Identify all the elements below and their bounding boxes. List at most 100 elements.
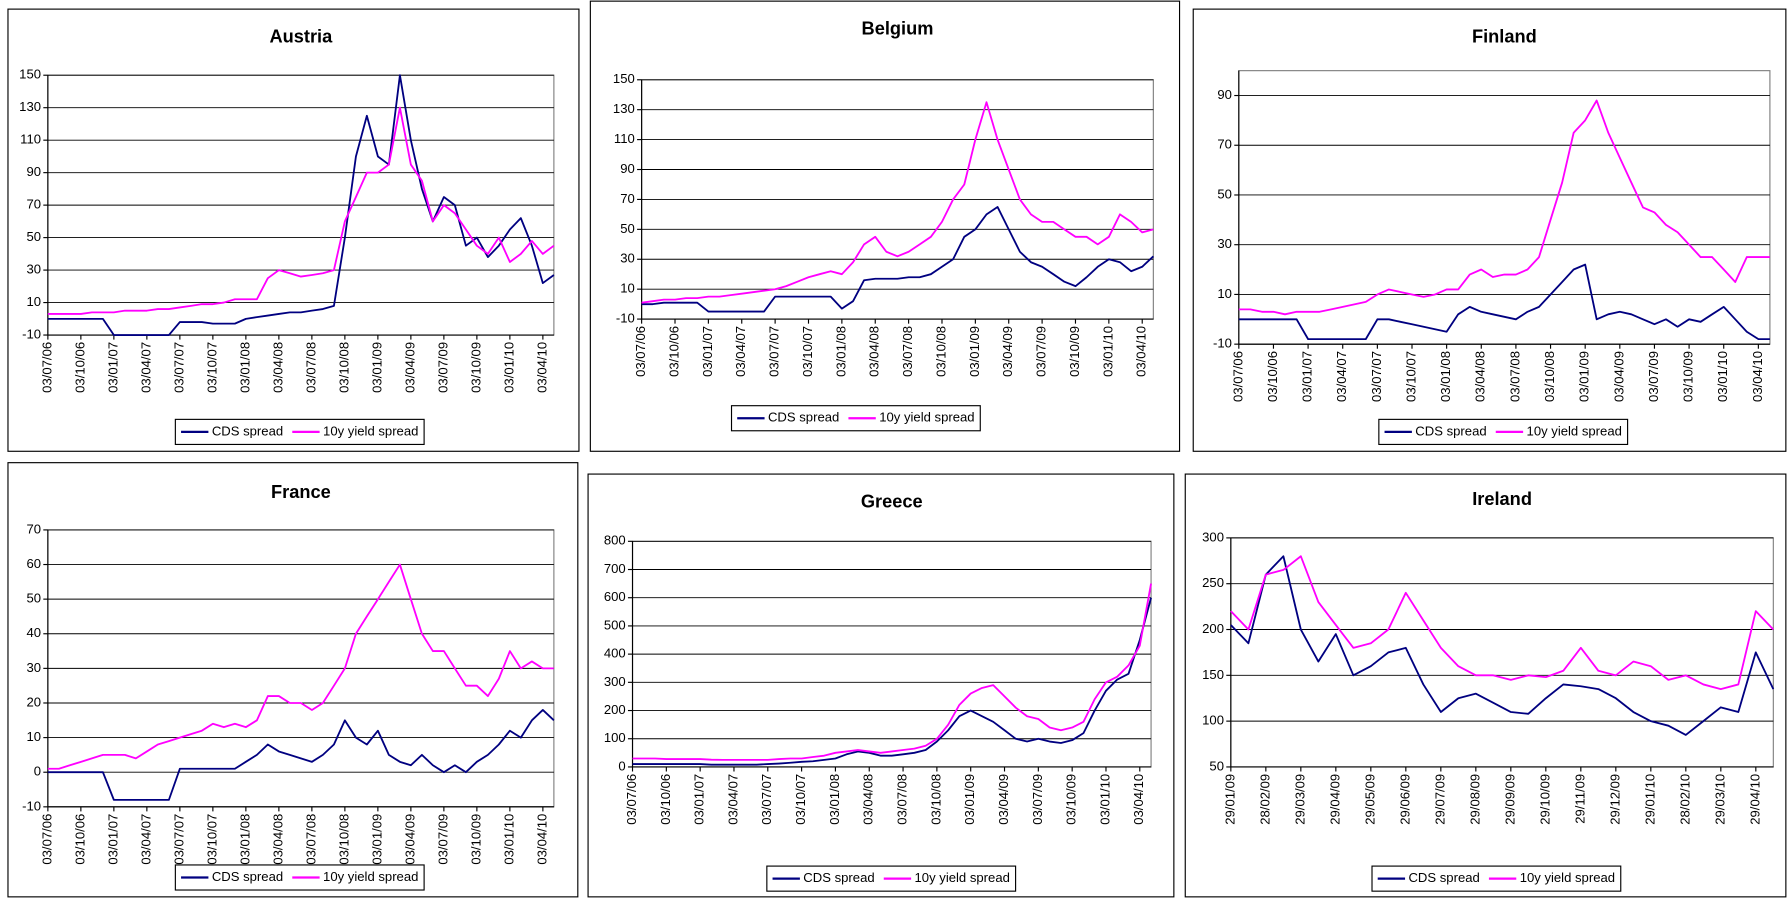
x-tick-label: 03/07/06 xyxy=(1230,351,1245,402)
legend-label: CDS spread xyxy=(1415,423,1486,438)
y-tick-label: 30 xyxy=(26,660,41,675)
x-tick-label: 03/01/09 xyxy=(1577,351,1592,402)
legend-label: 10y yield spread xyxy=(879,410,974,425)
y-tick-label: 0 xyxy=(34,764,41,779)
x-tick-label: 03/04/07 xyxy=(725,774,740,825)
x-tick-label: 03/01/07 xyxy=(692,774,707,825)
series-line xyxy=(47,74,555,336)
x-tick-label: 03/04/07 xyxy=(1334,351,1349,402)
y-tick-label: 250 xyxy=(1202,575,1224,590)
x-tick-label: 29/01/09 xyxy=(1222,774,1237,825)
legend: CDS spread 10y yield spread xyxy=(766,865,1017,892)
legend-label: CDS spread xyxy=(768,410,839,425)
x-tick-label: 03/10/08 xyxy=(1542,351,1557,402)
x-tick-label: 03/10/09 xyxy=(1067,326,1082,377)
x-tick-label: 03/01/09 xyxy=(962,774,977,825)
x-tick-label: 03/04/07 xyxy=(138,814,153,865)
x-tick-label: 03/10/09 xyxy=(1681,351,1696,402)
y-tick-label: 800 xyxy=(604,533,626,548)
series-line xyxy=(1238,99,1770,316)
x-tick-label: 03/04/09 xyxy=(1611,351,1626,402)
legend-label: 10y yield spread xyxy=(915,870,1010,885)
series-line xyxy=(47,709,555,801)
y-tick-label: 110 xyxy=(614,131,635,146)
x-tick-label: 03/01/08 xyxy=(1438,351,1453,402)
y-tick-label: 10 xyxy=(1217,286,1232,301)
series-line xyxy=(47,563,554,770)
y-tick-label: 40 xyxy=(26,625,41,640)
y-tick-label: -10 xyxy=(616,311,635,326)
x-tick-label: 03/07/08 xyxy=(1507,351,1522,402)
x-tick-label: 28/02/09 xyxy=(1257,774,1272,825)
x-tick-label: 03/10/09 xyxy=(468,342,483,393)
series-line xyxy=(641,206,1154,313)
y-tick-label: 20 xyxy=(26,694,41,709)
y-tick-label: 700 xyxy=(604,561,626,576)
chart-panel: Austria -10 10 30 50 70 90 110 130 150 03/07/06 03/… xyxy=(7,8,580,452)
x-tick-label: 03/10/06 xyxy=(72,342,87,393)
legend-label: CDS spread xyxy=(212,869,283,884)
legend-label: CDS spread xyxy=(212,423,283,438)
x-tick-label: 03/04/08 xyxy=(270,814,285,865)
x-tick-label: 03/04/09 xyxy=(402,342,417,393)
y-tick-label: 150 xyxy=(613,71,635,86)
legend-label: 10y yield spread xyxy=(1520,870,1615,885)
series-line xyxy=(632,583,1152,761)
x-tick-label: 03/04/07 xyxy=(138,342,153,393)
y-tick-label: 30 xyxy=(1217,236,1232,251)
x-tick-label: 03/10/08 xyxy=(336,814,351,865)
x-tick-label: 28/02/10 xyxy=(1677,774,1692,825)
x-tick-label: 29/11/09 xyxy=(1572,774,1587,824)
y-tick-label: 150 xyxy=(19,67,41,82)
y-tick-label: 0 xyxy=(618,758,625,773)
x-tick-label: 03/07/07 xyxy=(171,342,186,393)
x-tick-label: 03/07/09 xyxy=(435,342,450,393)
x-tick-label: 03/01/09 xyxy=(967,326,982,377)
y-tick-label: 90 xyxy=(1217,87,1232,102)
x-tick-label: 03/01/07 xyxy=(105,342,120,393)
x-tick-label: 03/01/10 xyxy=(1097,774,1112,825)
y-tick-label: 70 xyxy=(26,197,41,212)
chart-title: France xyxy=(271,481,331,502)
y-tick-label: -10 xyxy=(22,798,41,813)
x-tick-label: 03/10/06 xyxy=(72,814,87,865)
x-tick-label: 03/01/07 xyxy=(700,326,715,377)
x-tick-label: 29/12/09 xyxy=(1607,774,1622,825)
series-line xyxy=(47,106,555,315)
x-tick-label: 03/10/06 xyxy=(658,774,673,825)
y-tick-label: 130 xyxy=(613,101,635,116)
y-tick-label: 30 xyxy=(620,251,635,266)
y-tick-label: -10 xyxy=(1213,336,1232,351)
x-tick-label: 03/04/08 xyxy=(867,326,882,377)
legend: CDS spread 10y yield spread xyxy=(1371,865,1622,892)
y-tick-label: 10 xyxy=(620,281,635,296)
chart-panel: Ireland 50 100 150 200 250 300 29/01/09 28/02/09… xyxy=(1184,473,1787,898)
x-tick-label: 03/01/10 xyxy=(501,342,516,393)
x-tick-label: 03/07/06 xyxy=(633,326,648,377)
y-tick-label: -10 xyxy=(22,326,41,341)
series-line xyxy=(1230,555,1774,691)
x-tick-label: 03/10/08 xyxy=(336,342,351,393)
y-tick-label: 10 xyxy=(26,294,41,309)
x-tick-label: 29/04/10 xyxy=(1747,774,1762,825)
y-tick-label: 150 xyxy=(1202,667,1224,682)
legend: CDS spread 10y yield spread xyxy=(1378,418,1629,446)
x-tick-label: 03/04/09 xyxy=(996,774,1011,825)
y-tick-label: 200 xyxy=(604,702,626,717)
y-tick-label: 400 xyxy=(604,646,626,661)
y-tick-label: 70 xyxy=(26,521,41,536)
x-tick-label: 03/01/07 xyxy=(1300,351,1315,402)
x-tick-label: 03/01/10 xyxy=(1715,351,1730,402)
x-tick-label: 29/10/09 xyxy=(1537,774,1552,825)
y-tick-label: 50 xyxy=(620,221,635,236)
series-line xyxy=(632,597,1152,766)
x-tick-label: 03/07/09 xyxy=(1034,326,1049,377)
x-tick-label: 03/04/09 xyxy=(402,814,417,865)
plot-area xyxy=(1230,537,1774,768)
y-tick-label: 500 xyxy=(604,617,626,632)
x-tick-label: 03/07/08 xyxy=(303,342,318,393)
y-tick-label: 60 xyxy=(26,556,41,571)
series-line xyxy=(1230,555,1775,736)
x-tick-label: 03/10/09 xyxy=(1064,774,1079,825)
